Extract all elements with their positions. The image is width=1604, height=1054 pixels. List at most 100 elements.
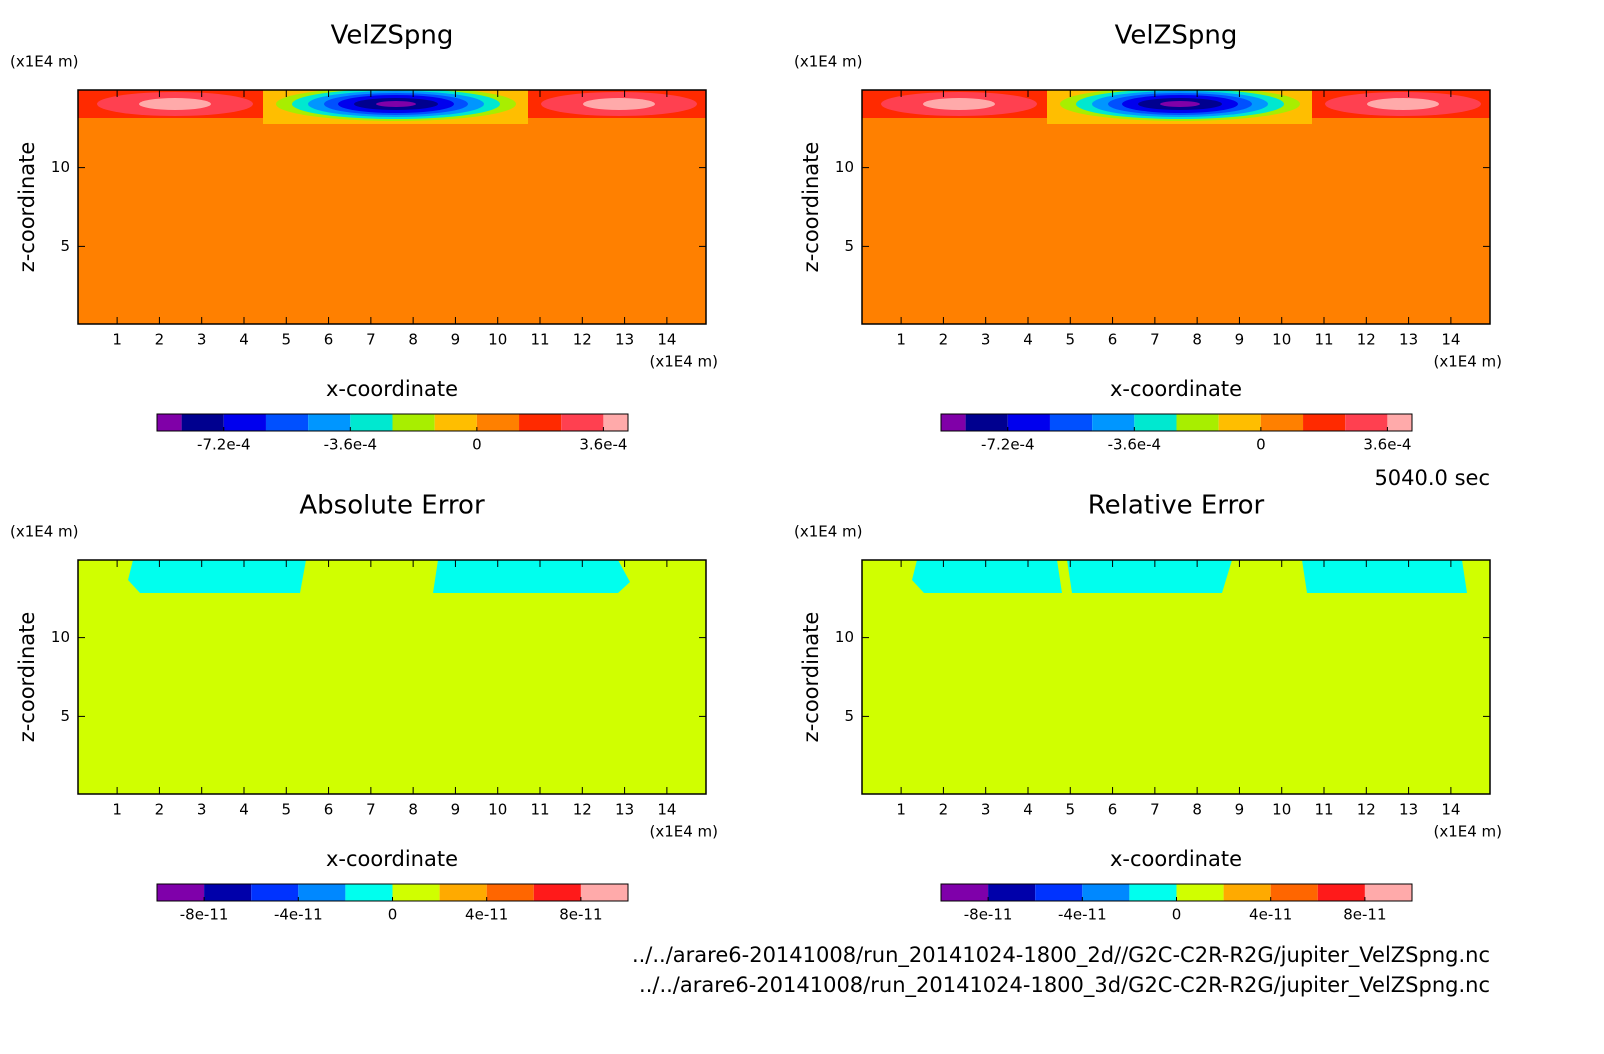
x-tick-label: 11 <box>530 331 549 349</box>
file-path: ../../arare6-20141008/run_20141024-1800_… <box>632 943 1490 968</box>
x-tick-label: 5 <box>282 331 292 349</box>
x-tick-label: 9 <box>451 331 461 349</box>
x-tick-label: 11 <box>530 801 549 819</box>
y-unit: (x1E4 m) <box>794 53 863 71</box>
colorbar-segment <box>1134 414 1177 431</box>
colorbar-tick-label: -8e-11 <box>964 906 1013 924</box>
contour-region <box>128 560 306 593</box>
x-tick-label: 8 <box>1192 331 1202 349</box>
y-tick-label: 5 <box>844 237 854 255</box>
y-axis-label: z-coordinate <box>799 142 823 273</box>
colorbar-segment <box>486 884 534 901</box>
x-tick-label: 1 <box>112 331 122 349</box>
plot-frame <box>77 559 707 795</box>
colorbar-tick-label: -7.2e-4 <box>197 436 250 454</box>
colorbar-segment <box>988 884 1036 901</box>
contour-region <box>923 98 995 110</box>
colorbar-segment <box>533 884 581 901</box>
colorbar-tick-label: 0 <box>1256 436 1266 454</box>
colorbar-segment <box>1260 414 1304 431</box>
x-tick-label: 5 <box>1066 331 1076 349</box>
colorbar-segment <box>1345 414 1388 431</box>
x-tick-label: 8 <box>408 801 418 819</box>
x-tick-label: 6 <box>1108 801 1118 819</box>
colorbar-segment <box>265 414 309 431</box>
colorbar-segment <box>1303 414 1346 431</box>
x-tick-label: 11 <box>1314 331 1333 349</box>
x-tick-label: 8 <box>1192 801 1202 819</box>
chart-title: VelZSpng <box>1115 21 1238 51</box>
colorbar-segment <box>392 884 440 901</box>
x-tick-label: 3 <box>981 331 991 349</box>
x-tick-label: 13 <box>615 801 634 819</box>
colorbar-tick-label: 4e-11 <box>1249 906 1292 924</box>
x-tick-label: 10 <box>1272 801 1291 819</box>
contour-region <box>1367 98 1439 110</box>
y-axis-label: z-coordinate <box>15 612 39 743</box>
x-axis-label: x-coordinate <box>1110 847 1242 871</box>
contour-region <box>1302 560 1467 593</box>
y-tick-label: 10 <box>51 158 70 176</box>
y-axis-label: z-coordinate <box>799 612 823 743</box>
y-tick-label: 10 <box>835 628 854 646</box>
y-unit: (x1E4 m) <box>794 523 863 541</box>
x-tick-label: 12 <box>573 331 592 349</box>
y-tick-label: 10 <box>51 628 70 646</box>
colorbar-segment <box>1035 884 1083 901</box>
colorbar-segment <box>519 414 562 431</box>
x-tick-label: 1 <box>896 331 906 349</box>
colorbar-tick-label: 0 <box>472 436 482 454</box>
chart-title: Relative Error <box>1088 491 1265 521</box>
colorbar-segment <box>1129 884 1177 901</box>
x-unit: (x1E4 m) <box>1433 823 1502 841</box>
colorbar-segment <box>298 884 346 901</box>
colorbar-segment <box>965 414 1008 431</box>
colorbar-tick-label: 0 <box>1172 906 1182 924</box>
x-tick-label: 2 <box>155 801 165 819</box>
colorbar-segment <box>1007 414 1050 431</box>
colorbar-segment <box>1387 414 1412 431</box>
colorbar-tick-label: 8e-11 <box>1343 906 1386 924</box>
x-unit: (x1E4 m) <box>1433 353 1502 371</box>
x-tick-label: 14 <box>1441 331 1460 349</box>
chart-title: Absolute Error <box>299 491 485 521</box>
field-background <box>862 560 1490 794</box>
x-tick-label: 1 <box>112 801 122 819</box>
field-background <box>862 90 1490 324</box>
time-label: 5040.0 sec <box>1374 466 1490 490</box>
colorbar-segment <box>157 414 182 431</box>
colorbar-segment <box>434 414 477 431</box>
colorbar-tick-label: 3.6e-4 <box>1363 436 1411 454</box>
x-tick-label: 6 <box>1108 331 1118 349</box>
y-tick-label: 5 <box>60 707 70 725</box>
x-tick-label: 4 <box>1023 331 1033 349</box>
x-tick-label: 3 <box>197 331 207 349</box>
colorbar-segment <box>1176 884 1224 901</box>
colorbar-segment <box>181 414 224 431</box>
file-path: ../../arare6-20141008/run_20141024-1800_… <box>639 973 1490 998</box>
colorbar-segment <box>223 414 266 431</box>
colorbar-segment <box>1218 414 1261 431</box>
colorbar-tick-label: 8e-11 <box>559 906 602 924</box>
colorbar-segment <box>1270 884 1318 901</box>
contour-region <box>1067 560 1232 593</box>
x-tick-label: 13 <box>1399 801 1418 819</box>
colorbar-segment <box>603 414 628 431</box>
colorbar-segment <box>580 884 628 901</box>
colorbar-tick-label: -3.6e-4 <box>1108 436 1161 454</box>
x-tick-label: 4 <box>1023 801 1033 819</box>
x-tick-label: 12 <box>1357 331 1376 349</box>
field-background <box>78 560 706 794</box>
x-tick-label: 10 <box>1272 331 1291 349</box>
x-axis-label: x-coordinate <box>326 847 458 871</box>
x-tick-label: 2 <box>155 331 165 349</box>
x-tick-label: 12 <box>573 801 592 819</box>
chart-title: VelZSpng <box>331 21 454 51</box>
contour-region <box>1160 101 1200 107</box>
contour-region <box>376 101 416 107</box>
x-tick-label: 13 <box>1399 331 1418 349</box>
colorbar-segment <box>941 414 966 431</box>
x-tick-label: 3 <box>197 801 207 819</box>
x-tick-label: 3 <box>981 801 991 819</box>
